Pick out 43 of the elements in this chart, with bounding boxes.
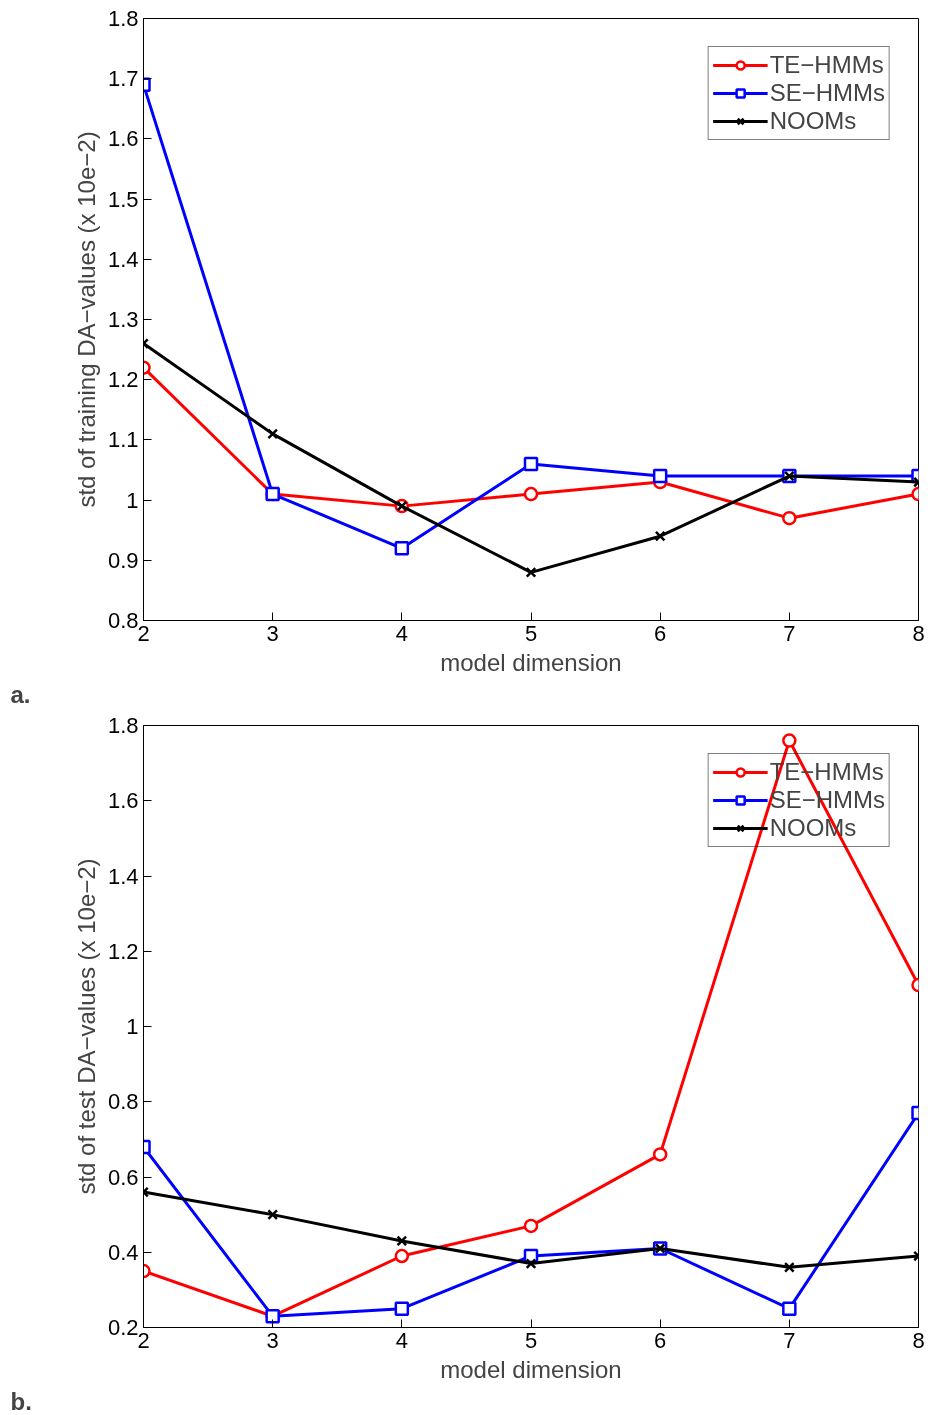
y-tick-label: 1.6: [107, 788, 139, 814]
y-tick-label: 1.2: [107, 367, 139, 393]
y-axis-title: std of test DA−values (x 10e−2): [72, 858, 100, 1195]
text: a.: [10, 680, 31, 708]
y-tick-label: 1.8: [107, 713, 139, 738]
y-tick-label: 1.5: [107, 186, 139, 212]
text: b.: [10, 1387, 32, 1415]
y-tick-label: 1.7: [107, 66, 139, 92]
x-axis-title: model dimension: [440, 1355, 622, 1383]
y-tick-label: 1: [126, 487, 139, 513]
legend-label: SE−HMMs: [769, 79, 885, 107]
y-tick-label: 0.9: [107, 547, 139, 573]
x-tick-label: 3: [266, 620, 279, 646]
x-tick-label: 2: [137, 1327, 150, 1353]
y-tick-label: 1.1: [107, 427, 139, 453]
y-tick-label: 0.2: [107, 1315, 139, 1340]
y-tick-label: 0.8: [107, 1089, 139, 1115]
y-tick-label: 0.8: [107, 608, 139, 633]
x-tick-label: 5: [524, 620, 538, 646]
y-tick-label: 1: [126, 1014, 139, 1039]
y-tick-label: 0.6: [107, 1164, 139, 1190]
x-tick-label: 4: [395, 1327, 408, 1353]
x-axis-title: model dimension: [440, 648, 622, 676]
x-tick-label: 3: [266, 1327, 279, 1353]
x-tick-label: 6: [654, 620, 667, 646]
y-tick-label: 1.6: [107, 126, 139, 152]
legend-label: NOOMs: [769, 107, 857, 135]
x-tick-label: 7: [783, 620, 796, 646]
x-tick-label: 8: [912, 1327, 925, 1353]
y-tick-label: 1.8: [107, 6, 139, 31]
x-tick-label: 8: [912, 620, 925, 646]
y-tick-label: 1.2: [107, 938, 139, 964]
x-tick-label: 6: [654, 1327, 667, 1353]
y-axis-title: std of training DA−values (x 10e−2): [72, 131, 100, 508]
x-tick-label: 2: [137, 620, 150, 646]
legend-label: TE−HMMs: [769, 51, 884, 79]
y-tick-label: 0.4: [107, 1239, 139, 1265]
y-tick-label: 1.4: [107, 246, 139, 272]
x-tick-label: 7: [783, 1327, 796, 1353]
x-tick-label: 4: [395, 620, 408, 646]
y-tick-label: 1.3: [107, 307, 139, 332]
y-tick-label: 1.4: [107, 863, 139, 889]
x-tick-label: 5: [524, 1327, 538, 1353]
